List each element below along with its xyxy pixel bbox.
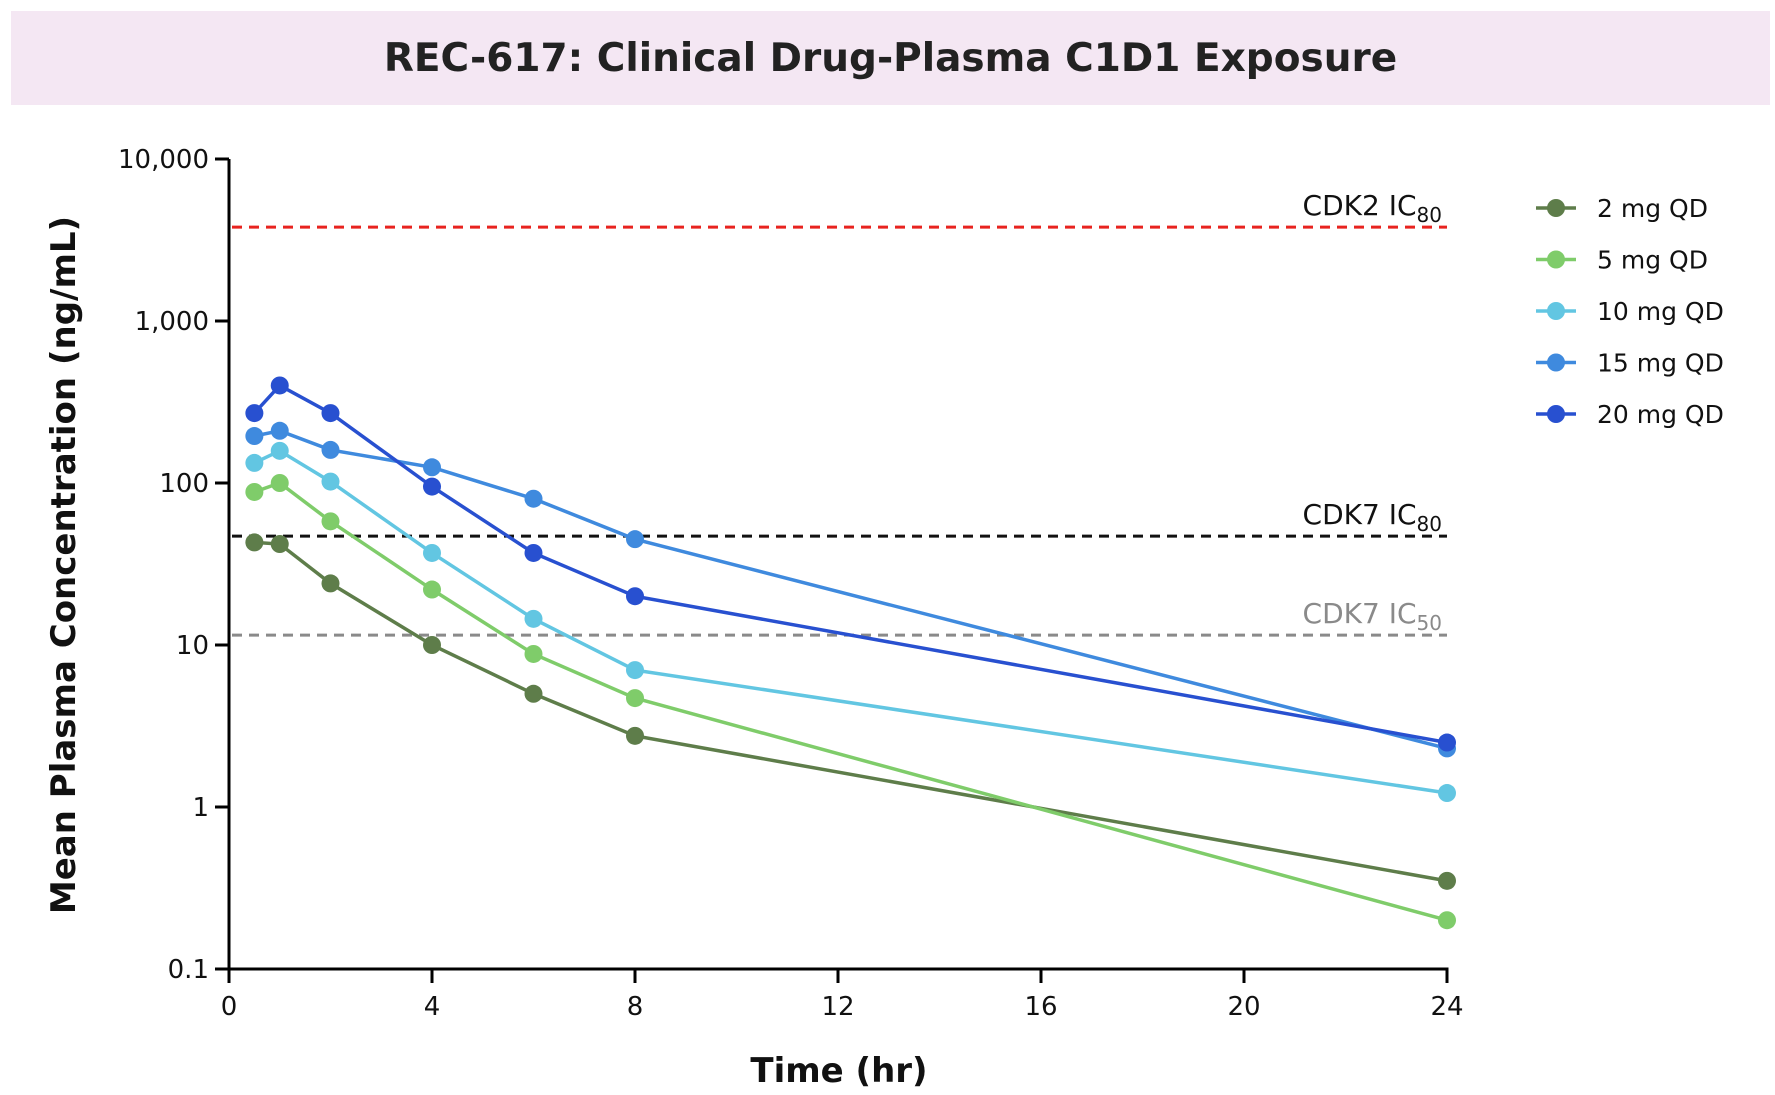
data-point [423,580,441,599]
legend-label: 5 mg QD [1597,246,1708,275]
y-tick-label: 1 [192,793,209,823]
legend-item: 10 mg QD [1536,297,1724,326]
series-line [253,383,1448,745]
reference-line-label: CDK7 IC80 [1303,498,1442,536]
legend-item: 20 mg QD [1536,400,1724,429]
data-point [270,421,289,440]
series-10-mg-qd [245,441,1456,803]
data-point [626,661,644,680]
data-point [321,440,340,459]
x-axis-label: Time (hr) [750,1051,927,1091]
data-point [1438,871,1456,890]
y-tick-label: 10 [176,631,209,661]
data-point [270,376,289,395]
data-point [1438,733,1456,752]
data-point [524,543,543,562]
x-tick-label: 4 [424,992,441,1022]
data-point [423,458,441,477]
data-point [321,472,340,491]
data-point [245,453,264,472]
series-group [245,376,1456,930]
data-point [626,587,644,606]
chart-title: REC-617: Clinical Drug-Plasma C1D1 Expos… [383,35,1398,81]
legend-marker [1547,405,1565,423]
x-tick-label: 12 [821,992,854,1022]
x-tick-label: 24 [1430,992,1463,1022]
data-point [524,684,543,703]
data-point [270,441,289,460]
legend: 2 mg QD 5 mg QD 10 mg QD 15 mg QD 20 mg QD [1536,194,1724,429]
y-tick-label: 10,000 [118,145,209,175]
y-tick-label: 1,000 [135,307,209,337]
series-15-mg-qd [245,421,1456,758]
data-point [245,427,264,446]
legend-label: 15 mg QD [1597,349,1724,378]
legend-marker [1547,302,1565,320]
legend-item: 2 mg QD [1536,194,1708,223]
x-tick-label: 16 [1024,992,1057,1022]
legend-marker [1547,199,1565,217]
y-axis-label: Mean Plasma Concentration (ng/mL) [44,216,84,914]
x-tick-label: 20 [1227,992,1260,1022]
y-tick-label: 0.1 [168,955,209,985]
legend-marker [1547,250,1565,269]
data-point [245,533,264,552]
data-point [423,477,441,496]
series-2-mg-qd [245,533,1456,890]
data-point [626,726,644,745]
legend-label: 20 mg QD [1597,400,1724,429]
legend-item: 15 mg QD [1536,349,1724,378]
data-point [524,644,543,663]
x-tick-label: 8 [627,992,644,1022]
data-point [626,689,644,708]
y-tick-label: 100 [159,469,209,499]
legend-marker [1547,353,1565,372]
data-point [270,474,289,492]
data-point [524,489,543,508]
data-point [626,530,644,549]
reference-line-label: CDK2 IC80 [1303,189,1442,227]
data-point [321,404,340,423]
data-point [1438,911,1456,930]
reference-lines: CDK2 IC80 CDK7 IC80 CDK7 IC50 [232,189,1447,637]
data-point [270,535,289,554]
data-point [1438,784,1456,803]
series-20-mg-qd [245,376,1456,752]
legend-label: 2 mg QD [1597,194,1708,223]
data-point [524,609,543,628]
legend-label: 10 mg QD [1597,297,1724,326]
data-point [321,574,340,593]
axes: 0.1 1 10 100 1,000 10,000 0 4 8 12 16 20 24 [118,145,1464,1022]
reference-line-label: CDK7 IC50 [1303,597,1442,635]
series-5-mg-qd [245,474,1456,930]
title-band: REC-617: Clinical Drug-Plasma C1D1 Expos… [11,11,1770,105]
data-point [423,636,441,654]
legend-item: 5 mg QD [1536,246,1708,275]
data-point [245,404,264,423]
data-point [423,543,441,562]
data-point [321,512,340,531]
data-point [245,482,264,501]
x-tick-label: 0 [221,992,238,1022]
series-line [253,448,1448,795]
